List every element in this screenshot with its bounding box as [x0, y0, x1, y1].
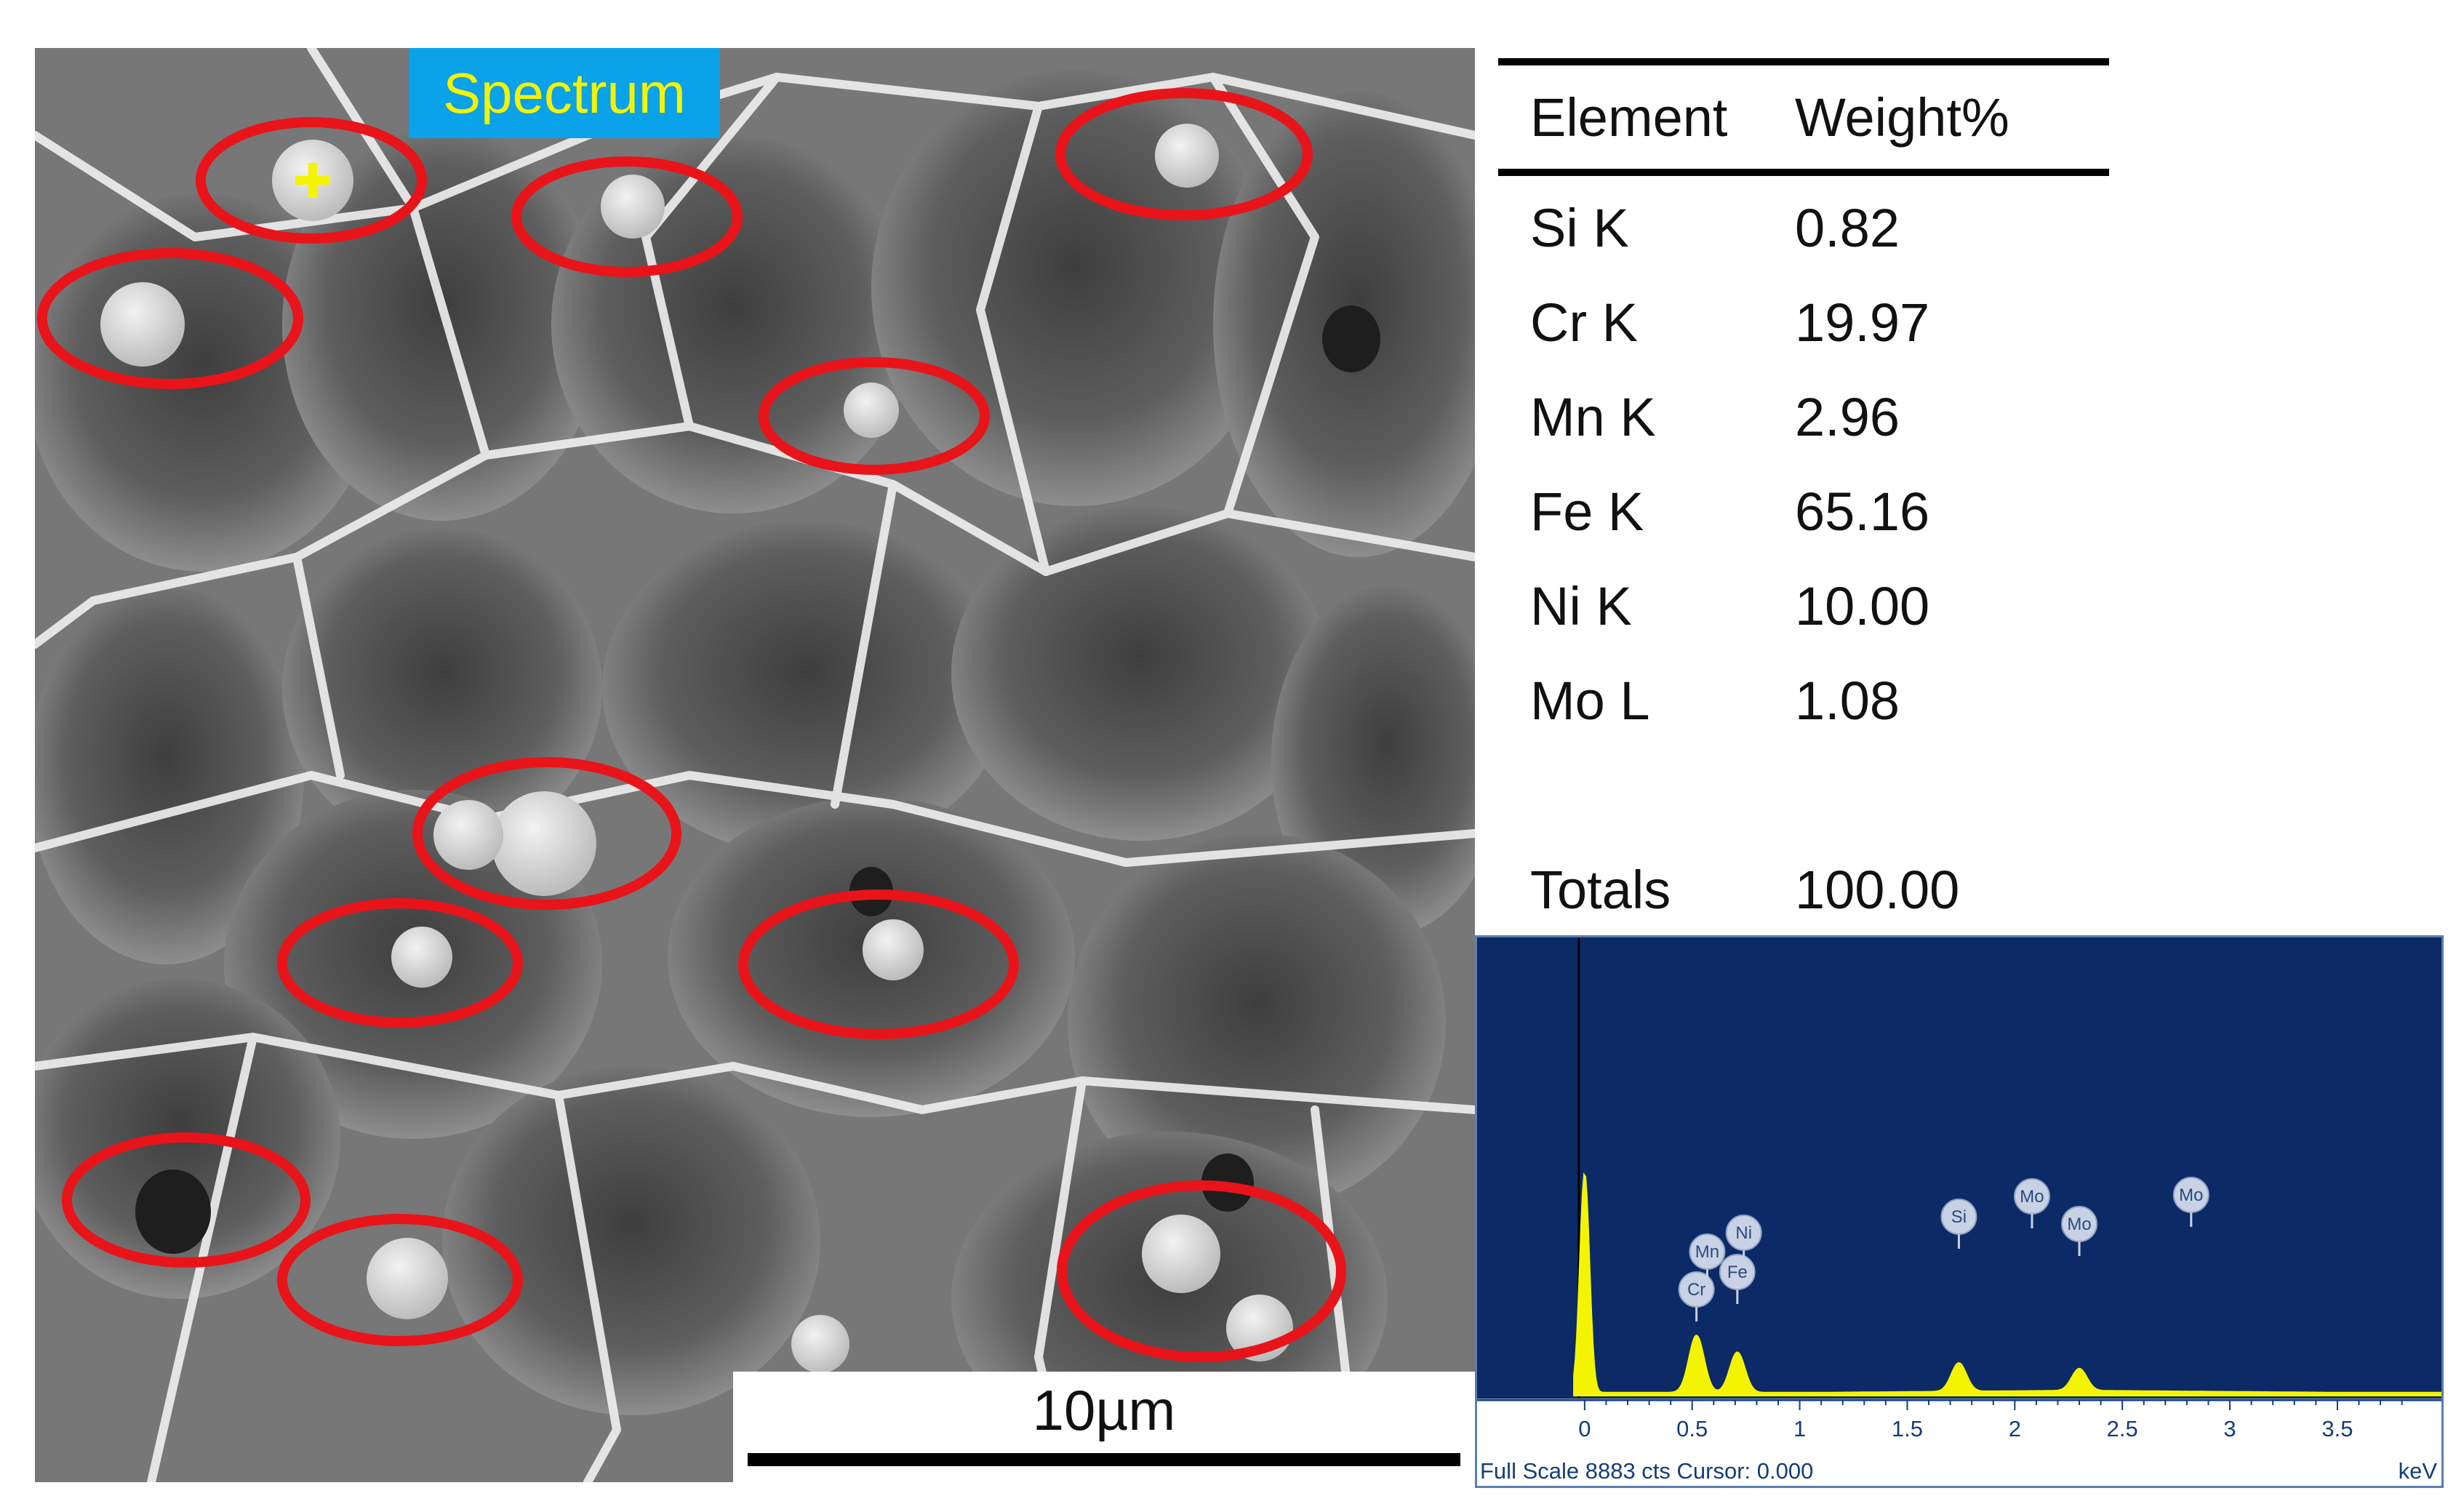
- element-cell: Mn K: [1530, 386, 1656, 447]
- spectrum-plot-svg: Cr Fe Mn Ni Si Mo Mo Mo: [1573, 937, 2442, 1399]
- svg-text:Mn: Mn: [1695, 1242, 1719, 1262]
- element-cell: Mo L: [1530, 670, 1650, 731]
- scale-bar-line: [748, 1453, 1460, 1466]
- weight-cell: 19.97: [1795, 292, 1930, 353]
- weight-cell: 2.96: [1795, 386, 1900, 447]
- x-tick-label: 0.5: [1676, 1416, 1708, 1441]
- x-tick-label: 0: [1578, 1416, 1591, 1441]
- spectrum-footer: Full Scale 8883 cts Cursor: 0.000: [1480, 1458, 1814, 1484]
- weight-cell: 0.82: [1795, 197, 1900, 258]
- svg-text:Mo: Mo: [2067, 1215, 2091, 1234]
- weight-cell: 1.08: [1795, 670, 1900, 731]
- x-tick-label: 3.5: [2321, 1416, 2353, 1441]
- spectrum-x-axis: 0 0.5 1 1.5 2 2.5 3 3.5: [1477, 1399, 2441, 1441]
- element-cell: Cr K: [1530, 292, 1638, 353]
- table-row: Ni K 10.00: [1498, 559, 2109, 653]
- table-row: Fe K 65.16: [1498, 464, 2109, 559]
- spectrum-unit: keV: [2398, 1458, 2437, 1484]
- peak-label-ni: Ni: [1725, 1215, 1762, 1265]
- x-tick-label: 2.5: [2107, 1416, 2138, 1441]
- peak-label-mn: Mn: [1689, 1233, 1726, 1284]
- svg-text:Si: Si: [1951, 1207, 1967, 1227]
- peak-label-si: Si: [1940, 1199, 1977, 1249]
- scale-bar-label: 10µm: [1032, 1378, 1176, 1442]
- element-cell: Ni K: [1530, 575, 1632, 636]
- composition-table: Element Weight% Si K 0.82 Cr K 19.97 Mn …: [1498, 58, 2109, 944]
- sem-micrograph: Spectrum 10µm: [35, 48, 1475, 1482]
- svg-text:Mo: Mo: [2179, 1185, 2203, 1205]
- table-row: Cr K 19.97: [1498, 275, 2109, 369]
- table-header-rule: [1498, 169, 2109, 176]
- weight-cell: 65.16: [1795, 481, 1930, 542]
- eds-spectrum-panel: Cr Fe Mn Ni Si Mo Mo Mo 0 0.5 1 1.5 2 2.5 3 3.5 Full S…: [1475, 935, 2444, 1488]
- spectrum-label: Spectrum: [409, 48, 720, 138]
- weight-cell: 10.00: [1795, 575, 1930, 636]
- svg-text:Mo: Mo: [2020, 1187, 2044, 1207]
- peak-label-mo: Mo: [2172, 1177, 2209, 1227]
- svg-text:Fe: Fe: [1727, 1263, 1748, 1282]
- totals-value: 100.00: [1795, 859, 1960, 920]
- peak-label-mo: Mo: [2061, 1206, 2098, 1256]
- totals-label: Totals: [1530, 859, 1671, 920]
- spectrum-plot-area: Cr Fe Mn Ni Si Mo Mo Mo: [1477, 937, 2442, 1399]
- table-top-rule: [1498, 58, 2109, 65]
- peak-label-fe: Fe: [1719, 1254, 1756, 1304]
- x-tick-label: 1: [1793, 1416, 1806, 1441]
- scale-bar: 10µm: [733, 1372, 1475, 1482]
- spectrum-trace: [1573, 1172, 2442, 1396]
- x-tick-label: 1.5: [1892, 1416, 1923, 1441]
- peak-label-mo: Mo: [2013, 1178, 2050, 1228]
- particle-markers: [37, 88, 1346, 1362]
- header-element: Element: [1530, 87, 1728, 148]
- table-header-row: Element Weight%: [1498, 65, 2109, 169]
- fracture-surface-image: [35, 48, 1475, 1482]
- spectrum-cursor-cross: [295, 163, 330, 198]
- x-tick-label: 3: [2223, 1416, 2236, 1441]
- x-tick-label: 2: [2009, 1416, 2021, 1441]
- totals-row: Totals 100.00: [1498, 842, 2109, 937]
- table-row: Mo L 1.08: [1498, 653, 2109, 748]
- element-cell: Si K: [1530, 197, 1629, 258]
- svg-text:Cr: Cr: [1687, 1280, 1705, 1300]
- peak-label-cr: Cr: [1678, 1271, 1715, 1321]
- svg-text:Ni: Ni: [1735, 1223, 1752, 1243]
- table-row: Si K 0.82: [1498, 180, 2109, 275]
- table-row: Mn K 2.96: [1498, 369, 2109, 464]
- header-weight: Weight%: [1795, 87, 2009, 148]
- element-cell: Fe K: [1530, 481, 1644, 542]
